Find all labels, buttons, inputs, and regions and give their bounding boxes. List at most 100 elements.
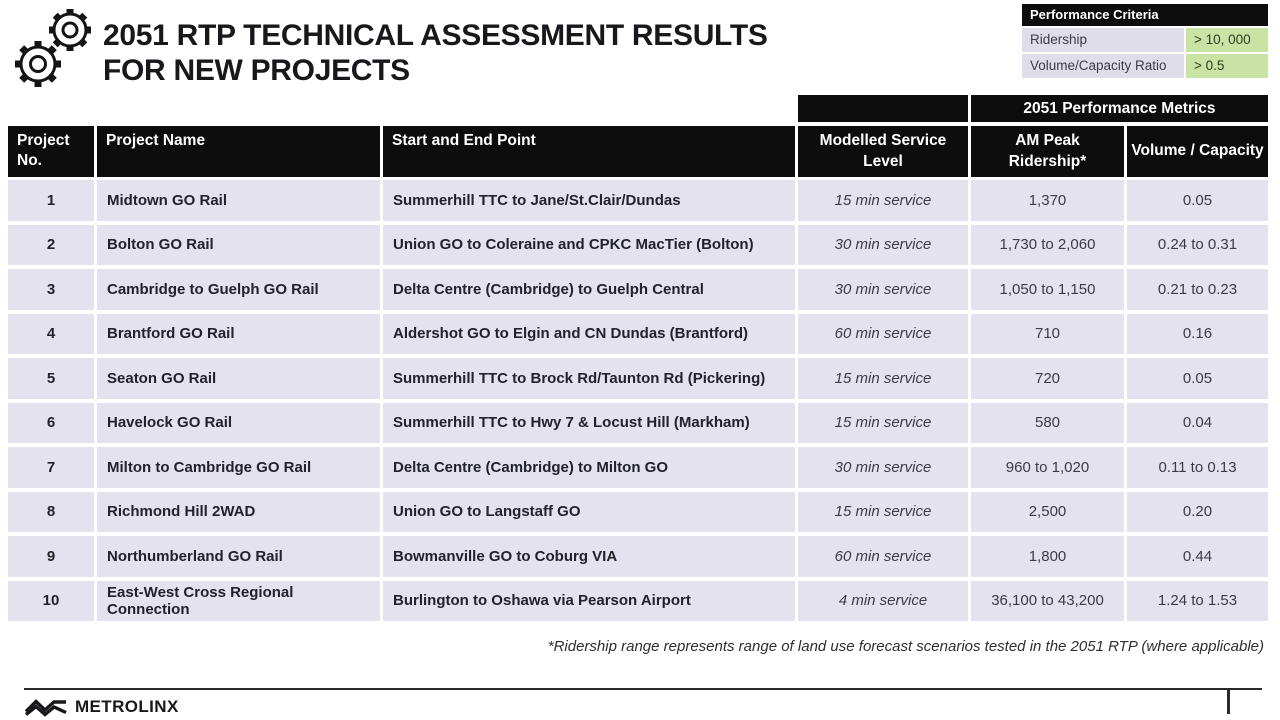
cell-volume-capacity: 0.16 bbox=[1127, 313, 1268, 354]
metrolinx-logo-icon bbox=[24, 699, 67, 717]
cell-project-no: 8 bbox=[8, 491, 94, 532]
col-header-project-name: Project Name bbox=[97, 126, 380, 177]
col-header-ridership: AM Peak Ridership* bbox=[971, 126, 1124, 177]
group-header-performance-metrics: 2051 Performance Metrics bbox=[971, 95, 1268, 122]
cell-project-name: Milton to Cambridge GO Rail bbox=[97, 447, 380, 488]
footer-tick-mark bbox=[1227, 688, 1230, 714]
cell-project-name: Cambridge to Guelph GO Rail bbox=[97, 269, 380, 310]
footer-divider bbox=[24, 688, 1262, 690]
cell-service-level: 4 min service bbox=[798, 580, 968, 621]
col-header-project-no: Project No. bbox=[8, 126, 94, 177]
cell-ridership: 1,800 bbox=[971, 536, 1124, 577]
cell-service-level: 30 min service bbox=[798, 447, 968, 488]
page-title: 2051 RTP TECHNICAL ASSESSMENT RESULTS FO… bbox=[103, 18, 903, 88]
criteria-row-ridership: Ridership > 10, 000 bbox=[1022, 28, 1268, 52]
group-header-service-blank bbox=[798, 95, 968, 122]
table-row: 9 Northumberland GO Rail Bowmanville GO to… bbox=[8, 536, 1268, 577]
cell-project-no: 7 bbox=[8, 447, 94, 488]
cell-start-end: Bowmanville GO to Coburg VIA bbox=[383, 536, 795, 577]
brand-name: METROLINX bbox=[75, 697, 179, 716]
table-row: 7 Milton to Cambridge GO Rail Delta Centre… bbox=[8, 447, 1268, 488]
cell-start-end: Delta Centre (Cambridge) to Milton GO bbox=[383, 447, 795, 488]
cell-volume-capacity: 0.21 to 0.23 bbox=[1127, 269, 1268, 310]
performance-criteria-title: Performance Criteria bbox=[1022, 4, 1268, 26]
cell-project-name: Northumberland GO Rail bbox=[97, 536, 380, 577]
performance-criteria-box: Performance Criteria Ridership > 10, 000… bbox=[1022, 4, 1268, 78]
cell-volume-capacity: 0.44 bbox=[1127, 536, 1268, 577]
cell-service-level: 15 min service bbox=[798, 358, 968, 399]
cell-ridership: 2,500 bbox=[971, 491, 1124, 532]
cell-ridership: 720 bbox=[971, 358, 1124, 399]
cell-project-no: 10 bbox=[8, 580, 94, 621]
footnote: *Ridership range represents range of lan… bbox=[547, 638, 1264, 655]
cell-service-level: 30 min service bbox=[798, 269, 968, 310]
cell-volume-capacity: 0.04 bbox=[1127, 402, 1268, 443]
table-row: 2 Bolton GO Rail Union GO to Coleraine and… bbox=[8, 224, 1268, 265]
table-group-header: 2051 Performance Metrics bbox=[8, 95, 1268, 122]
gears-icon bbox=[15, 9, 91, 87]
criteria-value: > 0.5 bbox=[1186, 54, 1268, 78]
cell-volume-capacity: 1.24 to 1.53 bbox=[1127, 580, 1268, 621]
cell-service-level: 60 min service bbox=[798, 313, 968, 354]
table-row: 3 Cambridge to Guelph GO Rail Delta Centre… bbox=[8, 269, 1268, 310]
col-header-volume-capacity: Volume / Capacity bbox=[1127, 126, 1268, 177]
table-row: 10 East-West Cross Regional Connection Bur… bbox=[8, 580, 1268, 621]
table-row: 8 Richmond Hill 2WAD Union GO to Langstaff… bbox=[8, 491, 1268, 532]
cell-volume-capacity: 0.24 to 0.31 bbox=[1127, 224, 1268, 265]
cell-start-end: Union GO to Langstaff GO bbox=[383, 491, 795, 532]
cell-start-end: Burlington to Oshawa via Pearson Airport bbox=[383, 580, 795, 621]
table-row: 1 Midtown GO Rail Summerhill TTC to Jane/S… bbox=[8, 180, 1268, 221]
cell-project-name: East-West Cross Regional Connection bbox=[97, 580, 380, 621]
cell-ridership: 36,100 to 43,200 bbox=[971, 580, 1124, 621]
col-header-service-level: Modelled Service Level bbox=[798, 126, 968, 177]
cell-start-end: Summerhill TTC to Jane/St.Clair/Dundas bbox=[383, 180, 795, 221]
cell-start-end: Summerhill TTC to Hwy 7 & Locust Hill (M… bbox=[383, 402, 795, 443]
cell-project-no: 4 bbox=[8, 313, 94, 354]
col-header-start-end: Start and End Point bbox=[383, 126, 795, 177]
cell-volume-capacity: 0.05 bbox=[1127, 180, 1268, 221]
cell-service-level: 30 min service bbox=[798, 224, 968, 265]
table-header-row: Project No. Project Name Start and End P… bbox=[8, 126, 1268, 177]
cell-start-end: Union GO to Coleraine and CPKC MacTier (… bbox=[383, 224, 795, 265]
cell-service-level: 15 min service bbox=[798, 180, 968, 221]
cell-volume-capacity: 0.11 to 0.13 bbox=[1127, 447, 1268, 488]
cell-service-level: 60 min service bbox=[798, 536, 968, 577]
cell-ridership: 1,050 to 1,150 bbox=[971, 269, 1124, 310]
footer-brand: METROLINX bbox=[24, 697, 179, 717]
cell-project-name: Seaton GO Rail bbox=[97, 358, 380, 399]
cell-volume-capacity: 0.05 bbox=[1127, 358, 1268, 399]
cell-ridership: 1,730 to 2,060 bbox=[971, 224, 1124, 265]
cell-ridership: 960 to 1,020 bbox=[971, 447, 1124, 488]
cell-ridership: 580 bbox=[971, 402, 1124, 443]
cell-start-end: Aldershot GO to Elgin and CN Dundas (Bra… bbox=[383, 313, 795, 354]
table-row: 5 Seaton GO Rail Summerhill TTC to Brock R… bbox=[8, 358, 1268, 399]
cell-volume-capacity: 0.20 bbox=[1127, 491, 1268, 532]
cell-ridership: 710 bbox=[971, 313, 1124, 354]
cell-project-name: Havelock GO Rail bbox=[97, 402, 380, 443]
criteria-value: > 10, 000 bbox=[1186, 28, 1268, 52]
page-title-line2: FOR NEW PROJECTS bbox=[103, 54, 410, 88]
table-body: 1 Midtown GO Rail Summerhill TTC to Jane/S… bbox=[8, 180, 1268, 621]
cell-project-no: 2 bbox=[8, 224, 94, 265]
criteria-row-vc: Volume/Capacity Ratio > 0.5 bbox=[1022, 54, 1268, 78]
cell-project-no: 3 bbox=[8, 269, 94, 310]
cell-service-level: 15 min service bbox=[798, 491, 968, 532]
cell-project-no: 1 bbox=[8, 180, 94, 221]
cell-project-name: Bolton GO Rail bbox=[97, 224, 380, 265]
table-row: 4 Brantford GO Rail Aldershot GO to Elgin … bbox=[8, 313, 1268, 354]
cell-project-no: 6 bbox=[8, 402, 94, 443]
page-title-line1: 2051 RTP TECHNICAL ASSESSMENT RESULTS bbox=[103, 19, 768, 52]
cell-start-end: Delta Centre (Cambridge) to Guelph Centr… bbox=[383, 269, 795, 310]
cell-project-no: 5 bbox=[8, 358, 94, 399]
criteria-label: Volume/Capacity Ratio bbox=[1022, 54, 1184, 78]
cell-service-level: 15 min service bbox=[798, 402, 968, 443]
criteria-label: Ridership bbox=[1022, 28, 1184, 52]
cell-project-name: Midtown GO Rail bbox=[97, 180, 380, 221]
cell-start-end: Summerhill TTC to Brock Rd/Taunton Rd (P… bbox=[383, 358, 795, 399]
cell-project-name: Richmond Hill 2WAD bbox=[97, 491, 380, 532]
cell-project-name: Brantford GO Rail bbox=[97, 313, 380, 354]
cell-project-no: 9 bbox=[8, 536, 94, 577]
cell-ridership: 1,370 bbox=[971, 180, 1124, 221]
table-row: 6 Havelock GO Rail Summerhill TTC to Hwy 7… bbox=[8, 402, 1268, 443]
